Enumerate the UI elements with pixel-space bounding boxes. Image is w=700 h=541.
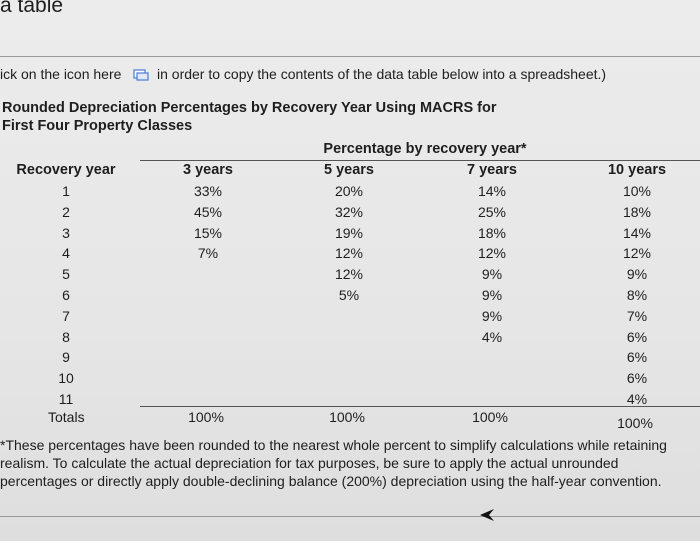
recovery-year: 8 xyxy=(62,328,70,345)
table-cell: 19% xyxy=(334,224,364,241)
table-cell: 18% xyxy=(477,224,507,241)
table-title: First Four Property Classes xyxy=(2,118,193,134)
table-cell: 18% xyxy=(622,203,652,220)
table-cell: 32% xyxy=(334,203,364,220)
table-cell: 4% xyxy=(626,391,648,407)
instruction-text: ick on the icon here xyxy=(0,66,122,82)
copy-icon[interactable] xyxy=(133,68,149,82)
table-cell: 7% xyxy=(626,307,648,324)
table-cell: 5% xyxy=(338,287,360,303)
total-cell: 100% xyxy=(472,409,508,425)
table-cell: 15% xyxy=(193,224,223,241)
table-cell: 7% xyxy=(197,245,219,262)
page-title: a table xyxy=(0,0,64,17)
column-header: 5 years xyxy=(324,162,374,178)
table-cell: 12% xyxy=(477,245,507,262)
group-header: Percentage by recovery year* xyxy=(323,141,527,157)
column-header: 3 years xyxy=(183,162,233,178)
table-cell: 14% xyxy=(622,224,652,241)
header-rule xyxy=(140,160,700,161)
recovery-year: 5 xyxy=(62,266,70,283)
table-cell: 6% xyxy=(626,349,648,366)
column-header: Recovery year xyxy=(16,162,116,178)
table-cell: 8% xyxy=(626,287,648,303)
table-cell: 12% xyxy=(334,266,364,283)
footnote: *These percentages have been rounded to … xyxy=(0,436,698,490)
recovery-year: 6 xyxy=(62,287,70,303)
asterisk: * xyxy=(0,437,6,453)
table-cell: 9% xyxy=(481,307,503,324)
table-cell: 9% xyxy=(481,287,503,303)
table-cell: 4% xyxy=(481,328,503,345)
divider xyxy=(0,56,700,57)
table-cell: 14% xyxy=(477,183,507,199)
total-cell: 100% xyxy=(188,409,224,425)
recovery-year: 3 xyxy=(62,224,70,241)
recovery-year: 4 xyxy=(62,245,70,262)
footnote-text: These percentages have been rounded to t… xyxy=(0,437,667,489)
column-header: 10 years xyxy=(607,162,667,178)
recovery-year: 7 xyxy=(62,307,70,324)
table-cell: 12% xyxy=(622,245,652,262)
table-cell: 6% xyxy=(626,370,648,387)
instruction-text: in order to copy the contents of the dat… xyxy=(157,66,607,82)
table-cell: 20% xyxy=(334,183,364,199)
total-cell: 100% xyxy=(329,409,365,425)
table-cell: 6% xyxy=(626,328,648,345)
recovery-year: 9 xyxy=(62,349,70,366)
table-cell: 10% xyxy=(622,183,652,199)
recovery-year: 1 xyxy=(62,183,70,199)
recovery-year: 11 xyxy=(58,391,74,407)
cursor xyxy=(480,509,494,521)
table-cell: 9% xyxy=(626,266,648,283)
table-cell: 45% xyxy=(193,203,223,220)
recovery-year: 10 xyxy=(58,370,74,387)
table-cell: 9% xyxy=(481,266,503,283)
total-cell: 100% xyxy=(617,415,653,431)
table-cell: 12% xyxy=(334,245,364,262)
table-cell: 33% xyxy=(193,183,223,199)
divider xyxy=(0,516,700,517)
recovery-year: 2 xyxy=(62,203,70,220)
totals-rule xyxy=(140,406,700,407)
table-title: Rounded Depreciation Percentages by Reco… xyxy=(2,100,497,116)
totals-label: Totals xyxy=(48,409,85,425)
table-cell: 25% xyxy=(477,203,507,220)
column-header: 7 years xyxy=(467,162,517,178)
